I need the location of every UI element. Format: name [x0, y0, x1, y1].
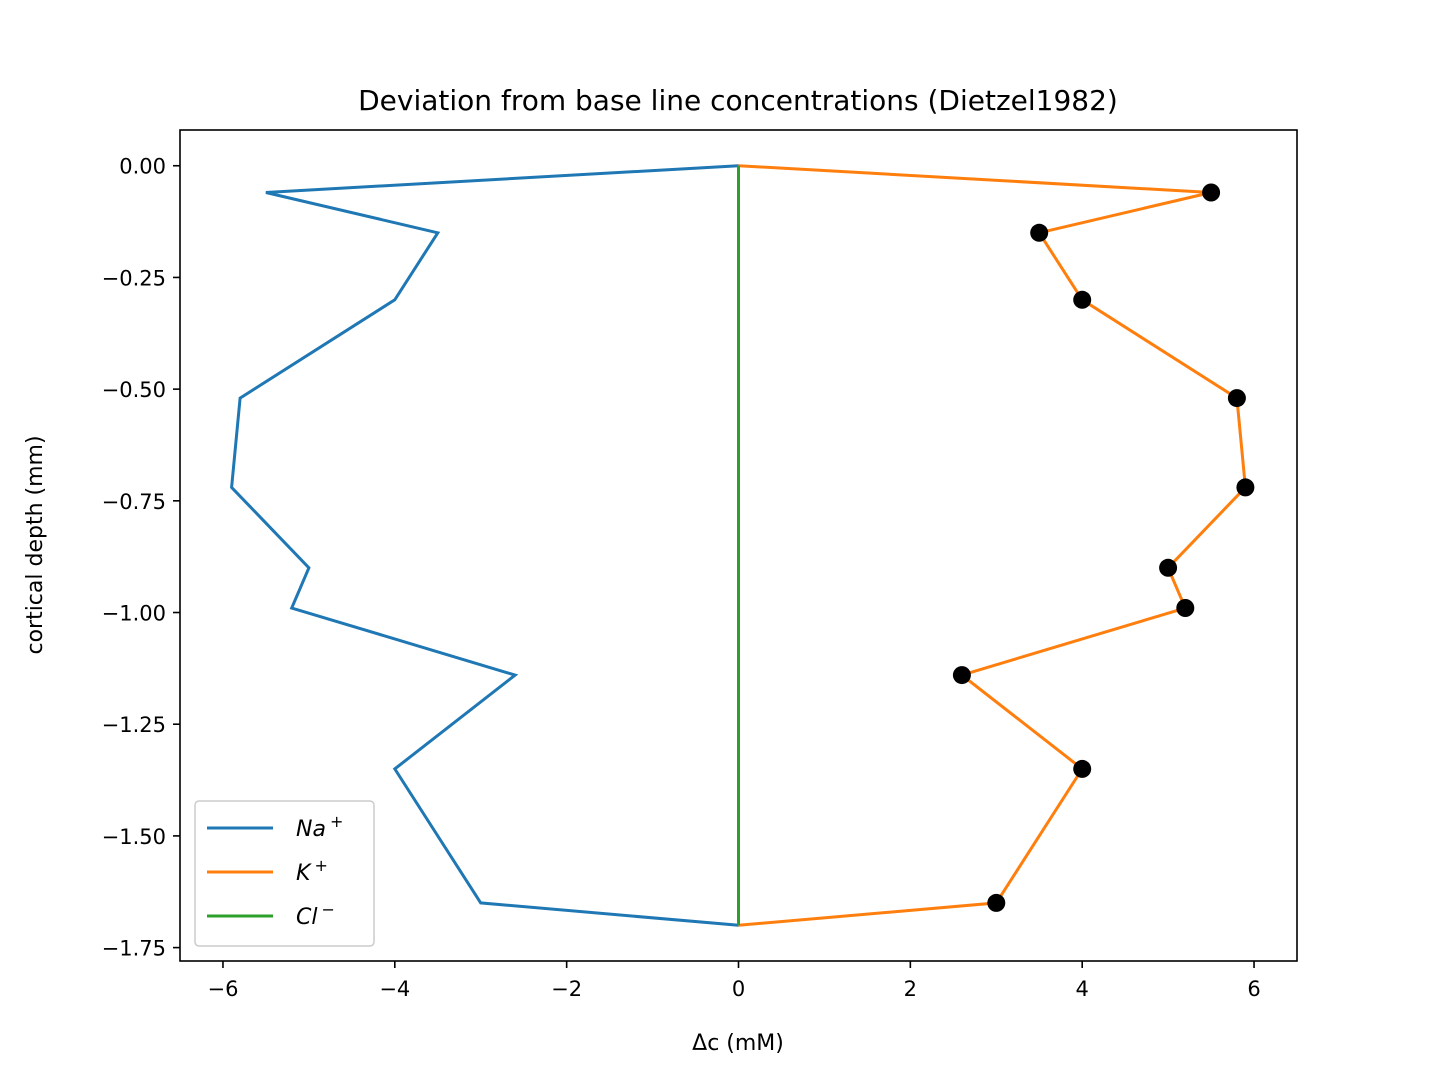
x-tick-label: 2: [904, 977, 917, 1001]
data-point-6: [1176, 599, 1195, 617]
plot-frame: [179, 129, 1298, 962]
x-tick-label: 0: [732, 977, 745, 1001]
x-tick-label: 4: [1076, 977, 1089, 1001]
y-tick-label: −1.50: [102, 825, 166, 849]
data-point-5: [1159, 558, 1178, 577]
y-tick-label: −0.50: [102, 378, 166, 402]
x-tick-label: −4: [379, 977, 410, 1001]
legend-label-1: K +: [296, 856, 328, 886]
data-point-4: [1236, 478, 1255, 497]
data-point-3: [1227, 389, 1246, 408]
legend-label-2: Cl −: [296, 900, 335, 930]
x-tick-label: −2: [551, 977, 582, 1001]
legend-label-0: Na +: [296, 812, 343, 842]
x-axis-label: Δc (mM): [692, 1031, 784, 1056]
data-point-9: [987, 893, 1006, 912]
y-axis-label: cortical depth (mm): [23, 435, 48, 654]
chart-title: Deviation from base line concentrations …: [358, 84, 1118, 117]
legend: Na + K + Cl −: [194, 800, 375, 947]
y-tick-label: −1.00: [102, 602, 166, 626]
plot-area: [230, 164, 1255, 927]
x-tick-label: −6: [207, 977, 238, 1001]
series-line-1: [738, 164, 1247, 927]
y-tick-label: 0.00: [119, 155, 166, 179]
y-axis-ticks: 0.00 −0.25 −0.50 −0.75 −1.00 −1.25 −1.50 −1.75: [102, 155, 180, 961]
x-axis-ticks: −6 −4 −2 0 2 4 6: [207, 961, 1261, 1001]
y-tick-label: −0.25: [102, 266, 166, 290]
x-tick-label: 6: [1247, 977, 1260, 1001]
data-point-0: [1202, 183, 1221, 202]
legend-box: [194, 800, 375, 947]
data-point-1: [1030, 223, 1049, 242]
y-tick-label: −0.75: [102, 490, 166, 514]
data-point-2: [1073, 290, 1092, 309]
y-tick-label: −1.25: [102, 713, 166, 737]
data-point-7: [952, 666, 971, 685]
data-point-8: [1073, 759, 1092, 778]
y-tick-label: −1.75: [102, 937, 166, 961]
series-line-0: [230, 164, 739, 927]
